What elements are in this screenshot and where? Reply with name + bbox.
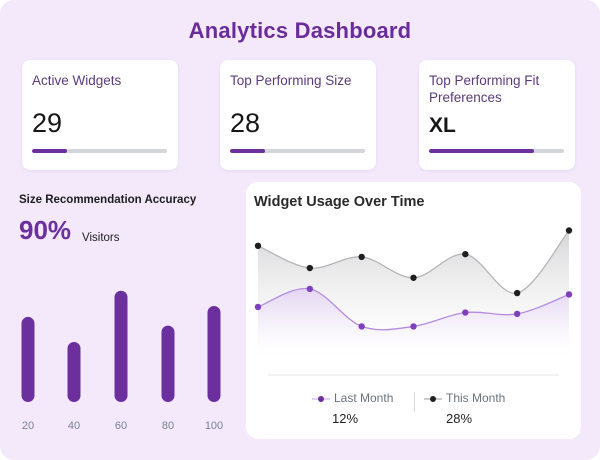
legend-marker-icon [312, 395, 330, 402]
bar-20 [21, 316, 35, 402]
accuracy-bar-chart: 20 40 60 80 100 [21, 290, 223, 432]
x-tick-label: 100 [205, 420, 223, 432]
progress-track [230, 149, 365, 153]
card-label: Active Widgets [32, 73, 122, 88]
data-point [565, 291, 573, 298]
data-point [306, 264, 314, 272]
data-point [254, 303, 262, 311]
data-point [410, 274, 417, 281]
data-point [513, 289, 521, 297]
legend-label: Last Month [334, 391, 394, 405]
progress-track [32, 149, 167, 153]
data-point [565, 227, 573, 234]
legend-value: 12% [332, 411, 359, 426]
bar-80 [161, 325, 175, 402]
card-value: XL [429, 114, 456, 137]
progress-track [429, 149, 564, 153]
data-point [254, 242, 262, 249]
legend-label: This Month [446, 391, 506, 405]
data-point [513, 310, 521, 318]
accuracy-unit: Visitors [82, 232, 120, 244]
bar-40 [67, 342, 81, 402]
data-point [306, 285, 314, 293]
legend-marker-icon [424, 395, 442, 402]
active-widgets-card: Active Widgets 29 [22, 60, 178, 170]
x-tick-label: 20 [22, 420, 34, 432]
top-fit-card: Top Performing Fit Preferences XL [419, 60, 575, 170]
data-point [358, 323, 365, 330]
card-label: Top Performing Size [230, 73, 352, 88]
progress-fill [32, 149, 68, 153]
series-area-last-month [258, 288, 569, 357]
bar-60 [114, 290, 128, 402]
data-point [358, 253, 365, 261]
x-tick-label: 80 [162, 420, 174, 432]
legend-last-month[interactable]: Last Month [312, 391, 393, 405]
page-title: Analytics Dashboard [188, 18, 412, 43]
bar-100 [207, 306, 221, 402]
legend-this-month[interactable]: This Month [424, 391, 505, 405]
card-value: 29 [32, 108, 63, 138]
top-size-card: Top Performing Size 28 [220, 60, 376, 170]
chart-title: Widget Usage Over Time [254, 194, 425, 210]
legend-value: 28% [446, 411, 473, 426]
legend-divider [414, 392, 415, 412]
data-point [462, 309, 469, 316]
usage-chart-card: Widget Usage Over Time Last Month 12% Th… [246, 182, 581, 439]
x-tick-label: 60 [115, 420, 127, 432]
data-point [410, 323, 417, 330]
accuracy-title: Size Recommendation Accuracy [19, 194, 197, 206]
x-tick-label: 40 [68, 420, 80, 432]
accuracy-value: 90% [19, 215, 72, 245]
data-point [462, 250, 469, 258]
usage-line-chart [254, 227, 573, 376]
card-value: 28 [230, 108, 261, 138]
progress-fill [429, 149, 535, 153]
card-label: Top Performing Fit Preferences [429, 73, 540, 105]
progress-fill [230, 149, 266, 153]
